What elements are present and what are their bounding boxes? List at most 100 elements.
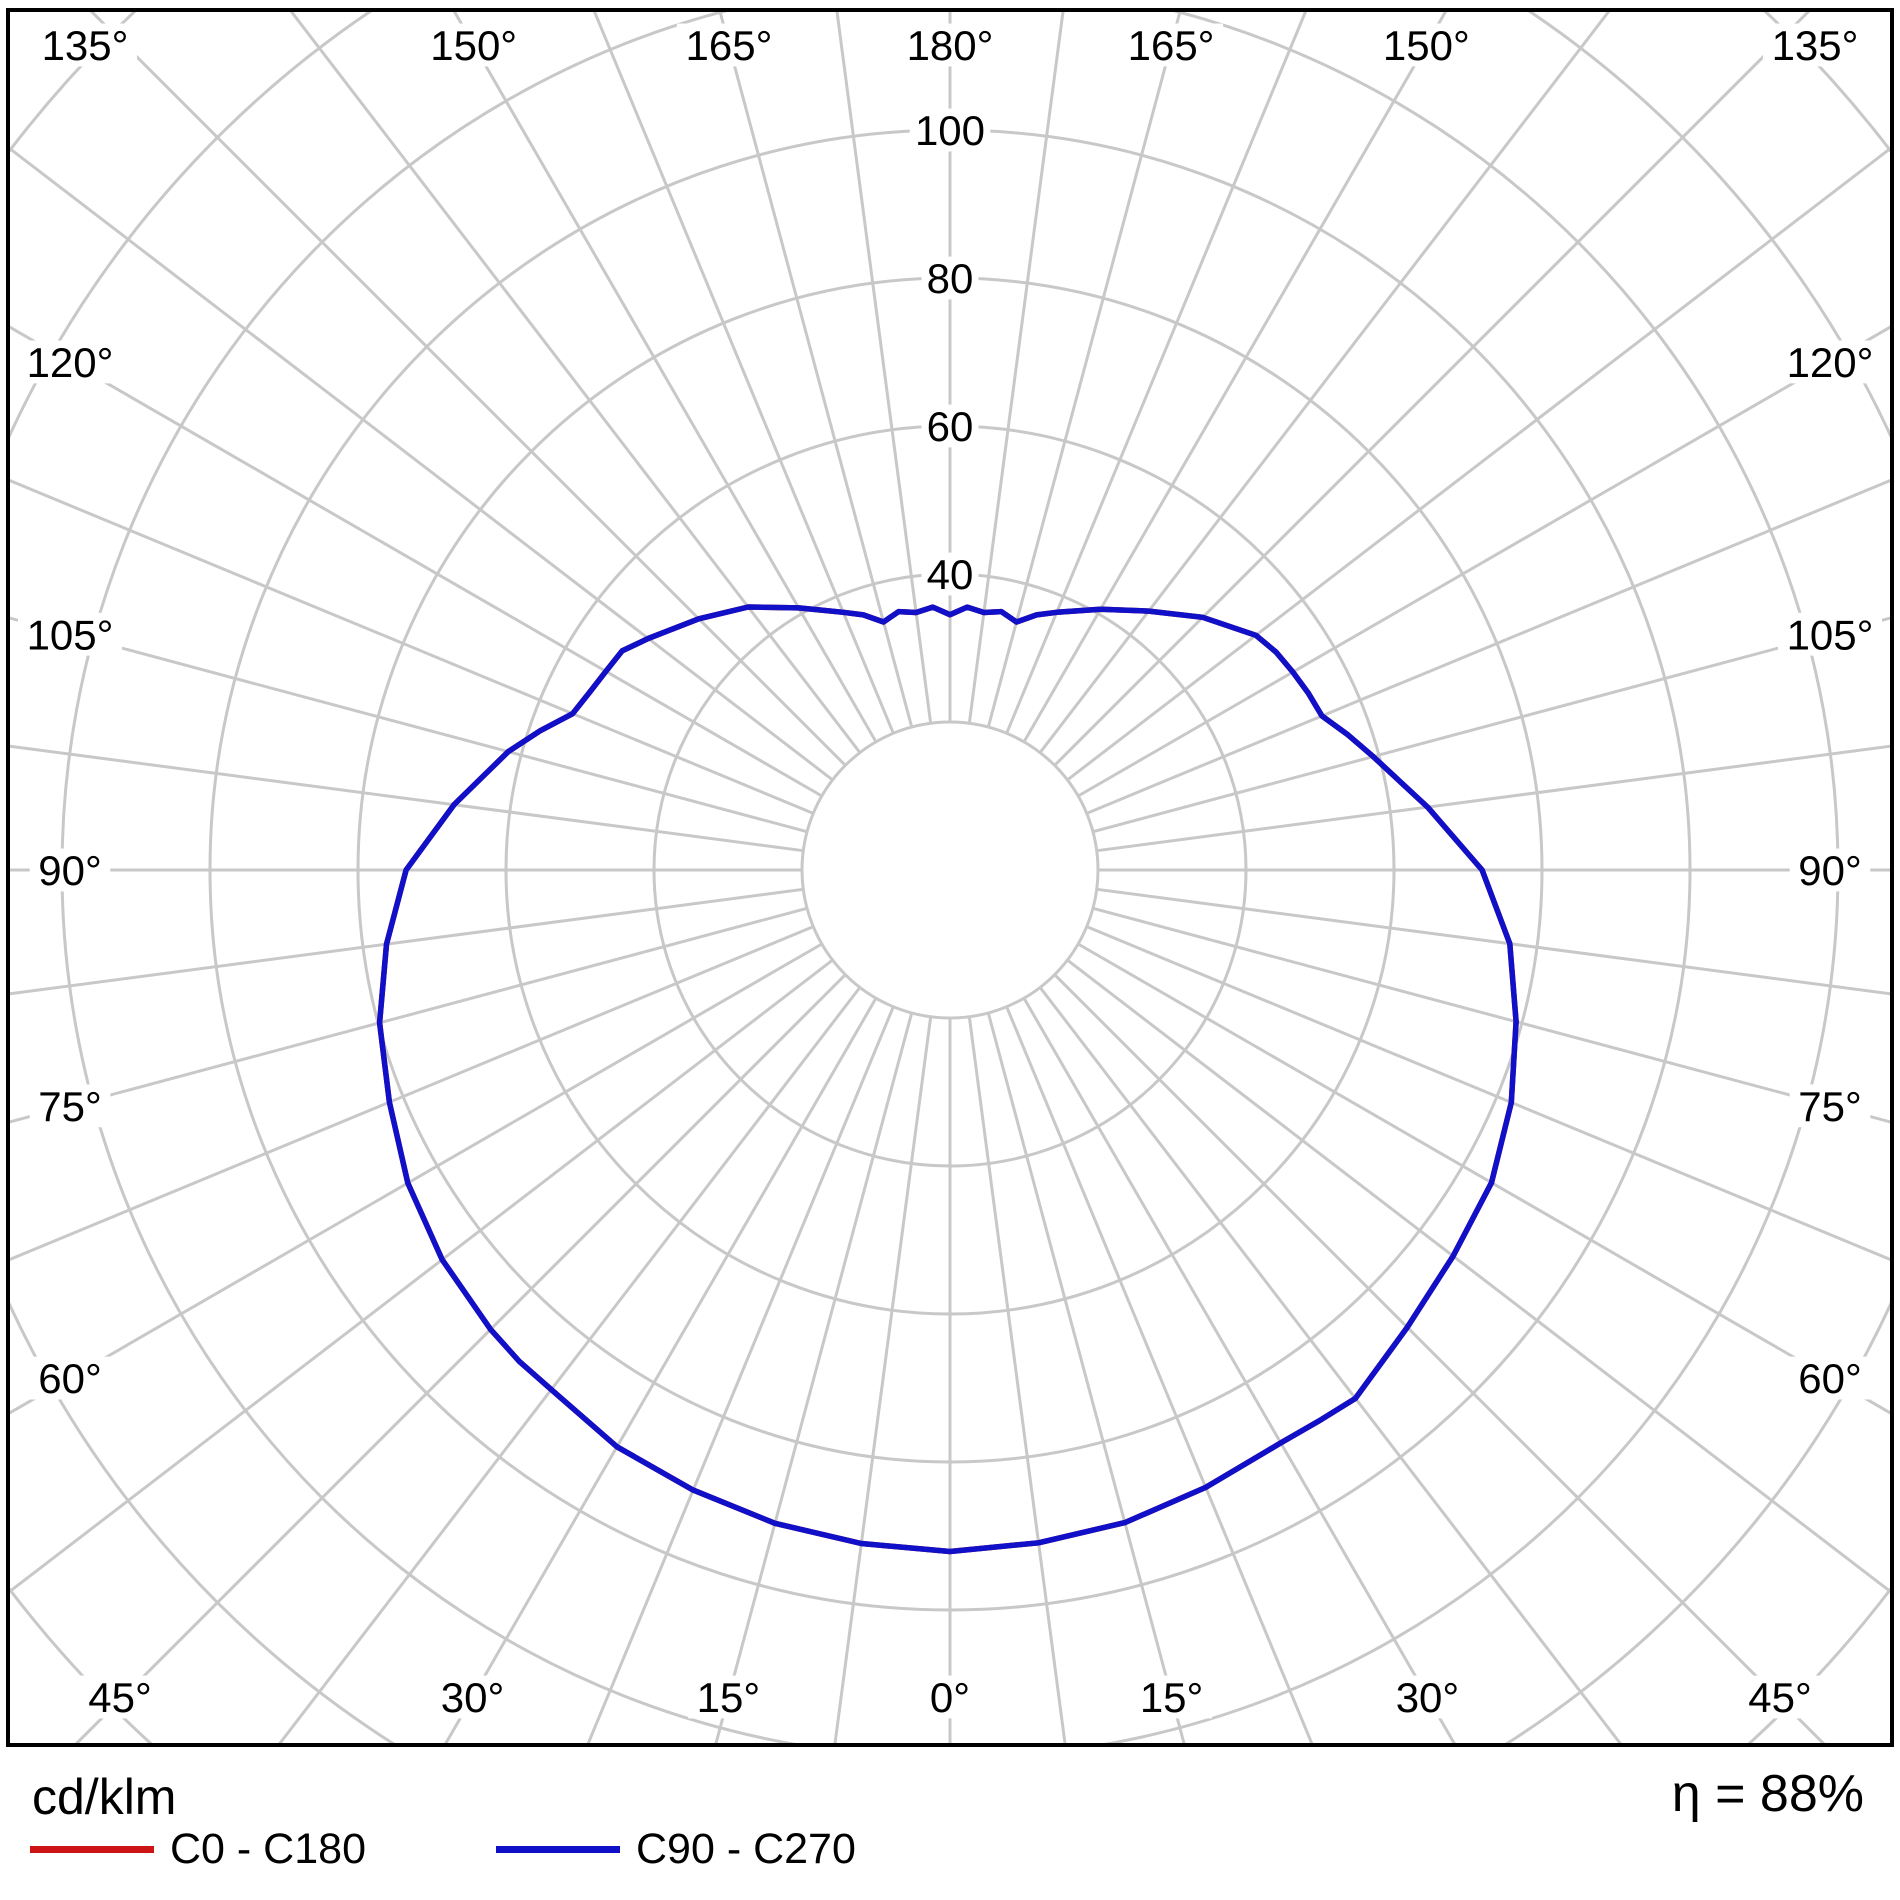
polar-spoke bbox=[10, 146, 834, 782]
polar-spoke bbox=[1092, 616, 1890, 834]
polar-spoke bbox=[278, 986, 862, 1743]
polar-spoke bbox=[1092, 906, 1890, 1124]
angle-label-mask bbox=[79, 1675, 161, 1719]
polar-spoke bbox=[967, 12, 1065, 724]
radial-unit-label: cd/klm bbox=[32, 1769, 177, 1825]
polar-spoke bbox=[1066, 146, 1890, 782]
polar-spoke bbox=[289, 12, 862, 754]
polar-spoke bbox=[10, 958, 834, 1594]
angle-label: 15° bbox=[697, 1674, 761, 1721]
polar-spoke bbox=[986, 12, 1182, 728]
radial-tick-label: 60 bbox=[927, 403, 974, 450]
angle-label-mask bbox=[32, 23, 138, 67]
polar-spoke bbox=[10, 325, 823, 798]
polar-spoke bbox=[967, 1016, 1067, 1743]
radial-tick-label: 100 bbox=[915, 107, 985, 154]
angle-label: 120° bbox=[1787, 339, 1874, 386]
angle-label-mask bbox=[1387, 1675, 1468, 1719]
angle-label-mask bbox=[29, 1084, 111, 1128]
polar-spoke bbox=[10, 906, 808, 1124]
polar-spoke bbox=[1022, 997, 1456, 1743]
radial-tick-label: 40 bbox=[927, 551, 974, 598]
angle-label-mask bbox=[1777, 340, 1883, 384]
angle-label: 90° bbox=[38, 847, 102, 894]
angle-label: 60° bbox=[38, 1355, 102, 1402]
angle-label: 135° bbox=[1772, 22, 1859, 69]
polar-spoke bbox=[1086, 479, 1890, 815]
angle-label-mask bbox=[1739, 1675, 1821, 1719]
radial-tick-label-mask bbox=[921, 404, 979, 448]
polar-spoke bbox=[1005, 12, 1308, 734]
polar-spoke bbox=[10, 887, 804, 996]
legend: C0 - C180 C90 - C270 bbox=[30, 1828, 856, 1871]
angle-label-mask bbox=[676, 23, 781, 67]
radial-tick-label: 80 bbox=[927, 255, 974, 302]
angle-label: 135° bbox=[42, 22, 129, 69]
polar-spoke bbox=[452, 12, 878, 743]
polar-spoke bbox=[592, 12, 895, 734]
angle-label: 150° bbox=[1383, 22, 1470, 69]
polar-spoke bbox=[10, 925, 814, 1261]
angle-label-mask bbox=[1789, 848, 1871, 892]
angle-label: 30° bbox=[441, 1674, 505, 1721]
polar-spoke bbox=[10, 479, 814, 815]
polar-spoke bbox=[835, 12, 933, 724]
polar-spoke bbox=[1022, 12, 1448, 743]
angle-label-mask bbox=[17, 612, 123, 656]
polar-spoke bbox=[1077, 325, 1890, 798]
polar-spoke bbox=[718, 12, 914, 728]
angle-label: 90° bbox=[1798, 847, 1862, 894]
angle-label: 75° bbox=[38, 1083, 102, 1130]
legend-label-c0-c180: C0 - C180 bbox=[170, 1825, 366, 1873]
angle-label: 75° bbox=[1798, 1083, 1862, 1130]
angle-label: 45° bbox=[1748, 1674, 1812, 1721]
angle-label: 165° bbox=[1128, 22, 1215, 69]
angle-label-mask bbox=[1119, 23, 1224, 67]
angle-label: 15° bbox=[1140, 1674, 1204, 1721]
polar-spoke bbox=[1005, 1006, 1314, 1743]
angle-label-mask bbox=[897, 23, 1003, 67]
polar-spoke bbox=[444, 997, 878, 1743]
angle-label-mask bbox=[1789, 1356, 1871, 1400]
plot-frame bbox=[6, 8, 1894, 1747]
legend-swatch-c90-c270-icon bbox=[495, 1846, 620, 1853]
radial-tick-label-mask bbox=[921, 256, 979, 300]
polar-spoke bbox=[714, 1012, 914, 1743]
polar-spoke bbox=[10, 616, 808, 834]
angle-label-mask bbox=[1777, 612, 1883, 656]
angle-label: 0° bbox=[930, 1674, 970, 1721]
polar-spoke bbox=[1038, 12, 1611, 754]
polar-spoke bbox=[833, 1016, 933, 1743]
polar-spoke bbox=[1038, 986, 1622, 1743]
polar-spoke bbox=[10, 942, 823, 1415]
curve-c0-c180 bbox=[376, 604, 1519, 1555]
angle-label: 150° bbox=[430, 22, 517, 69]
polar-spoke bbox=[986, 1012, 1186, 1743]
angle-label-mask bbox=[432, 1675, 513, 1719]
angle-label-mask bbox=[1762, 23, 1868, 67]
radial-tick-label-mask bbox=[909, 108, 991, 152]
polar-spoke bbox=[1077, 942, 1890, 1415]
legend-label-c90-c270: C90 - C270 bbox=[635, 1825, 856, 1873]
angle-label: 105° bbox=[27, 611, 114, 658]
polar-spoke bbox=[1066, 958, 1890, 1594]
angle-label-mask bbox=[1374, 23, 1479, 67]
polar-spoke bbox=[1086, 925, 1890, 1261]
angle-label-mask bbox=[29, 1356, 111, 1400]
radial-tick-label-mask bbox=[921, 552, 979, 596]
angle-label-mask bbox=[1789, 1084, 1871, 1128]
angle-label: 45° bbox=[88, 1674, 152, 1721]
polar-spoke bbox=[1096, 744, 1890, 853]
angle-label: 165° bbox=[686, 22, 773, 69]
angle-label: 180° bbox=[907, 22, 994, 69]
angle-label-mask bbox=[421, 23, 526, 67]
polar-ring bbox=[800, 720, 1100, 1020]
polar-spoke bbox=[586, 1006, 895, 1743]
angle-label: 105° bbox=[1787, 611, 1874, 658]
curve-c90-c270 bbox=[376, 604, 1519, 1555]
efficiency-label: η = 88% bbox=[1671, 1765, 1864, 1823]
angle-label-mask bbox=[921, 1675, 979, 1719]
